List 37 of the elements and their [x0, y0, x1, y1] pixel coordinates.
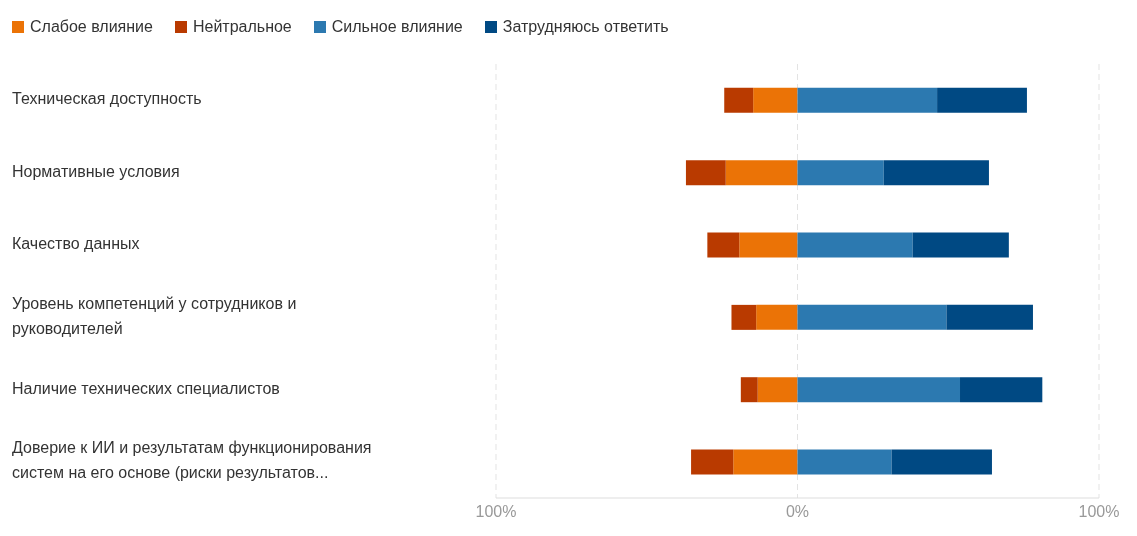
- bar: [724, 87, 754, 113]
- y-tick-label: Качество данных: [12, 235, 140, 253]
- bar: [883, 160, 989, 186]
- legend-label: Затрудняюсь ответить: [502, 18, 669, 36]
- x-tick-label: 100%: [1078, 503, 1120, 521]
- bar: [937, 87, 1027, 113]
- bar: [757, 377, 798, 403]
- bar: [797, 377, 961, 403]
- bar: [797, 304, 947, 330]
- bar: [946, 304, 1033, 330]
- y-tick-label: Техническая доступность: [12, 90, 202, 108]
- bar: [756, 304, 798, 330]
- x-tick-label: 0%: [785, 503, 810, 521]
- bar: [733, 449, 798, 475]
- legend-label: Сильное влияние: [331, 18, 463, 36]
- legend-label: Слабое влияние: [30, 18, 153, 36]
- x-tick-label: 100%: [475, 503, 517, 521]
- bar: [960, 377, 1043, 403]
- bar: [797, 87, 938, 113]
- y-tick-label: Нормативные условия: [12, 162, 180, 180]
- bar: [797, 160, 884, 186]
- bar: [891, 449, 992, 475]
- bar: [797, 232, 913, 258]
- bar: [691, 449, 734, 475]
- bar: [707, 232, 740, 258]
- bar: [912, 232, 1009, 258]
- bar: [740, 377, 758, 403]
- y-tick-label: Уровень компетенций у сотрудников и руководителей: [12, 294, 297, 337]
- y-tick-label: Наличие технических специалистов: [12, 379, 280, 397]
- bar: [731, 304, 757, 330]
- bar: [725, 160, 798, 186]
- y-tick-label: Доверие к ИИ и результатам функционирования систем на его основе (риски результатов...: [12, 439, 372, 482]
- bar: [739, 232, 798, 258]
- legend-label: Нейтральное: [192, 18, 292, 36]
- bar: [685, 160, 726, 186]
- bar: [797, 449, 892, 475]
- bar: [753, 87, 798, 113]
